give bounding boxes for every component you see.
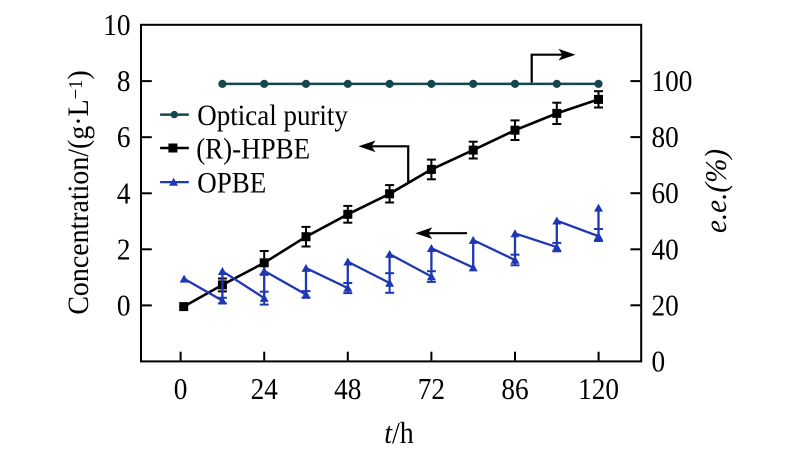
svg-text:t/h: t/h bbox=[384, 417, 414, 451]
svg-text:60: 60 bbox=[652, 177, 679, 211]
svg-text:(R)-HPBE: (R)-HPBE bbox=[196, 133, 310, 166]
svg-text:2: 2 bbox=[117, 233, 131, 267]
svg-text:100: 100 bbox=[652, 65, 693, 99]
svg-text:80: 80 bbox=[652, 121, 679, 155]
svg-text:40: 40 bbox=[652, 233, 679, 267]
svg-text:e.e.(%): e.e.(%) bbox=[698, 149, 733, 233]
svg-text:8: 8 bbox=[117, 65, 131, 99]
svg-text:0: 0 bbox=[117, 289, 131, 323]
svg-text:4: 4 bbox=[117, 177, 131, 211]
svg-text:86: 86 bbox=[501, 372, 528, 406]
svg-text:24: 24 bbox=[251, 372, 279, 406]
svg-text:OPBE: OPBE bbox=[197, 167, 266, 200]
svg-text:Optical purity: Optical purity bbox=[197, 100, 348, 133]
svg-text:0: 0 bbox=[652, 345, 666, 379]
svg-text:Concentration/(g·L−1): Concentration/(g·L−1) bbox=[62, 70, 95, 314]
svg-text:0: 0 bbox=[174, 372, 188, 406]
svg-text:120: 120 bbox=[578, 372, 619, 406]
svg-text:10: 10 bbox=[103, 9, 130, 43]
svg-text:20: 20 bbox=[652, 289, 679, 323]
svg-text:72: 72 bbox=[418, 372, 445, 406]
svg-text:48: 48 bbox=[334, 372, 361, 406]
svg-text:6: 6 bbox=[117, 121, 131, 155]
